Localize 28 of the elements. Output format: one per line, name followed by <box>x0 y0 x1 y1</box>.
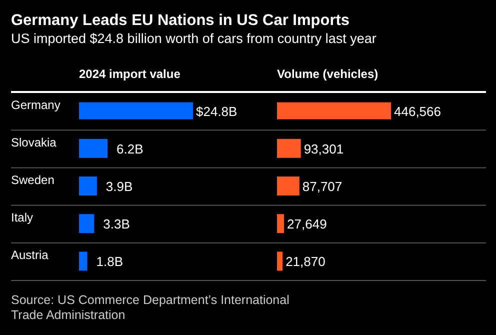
bar <box>277 176 300 196</box>
y-tick-label: Slovakia <box>11 135 57 150</box>
y-tick-label: Sweden <box>11 173 54 187</box>
x-axis-title: Volume (vehicles) <box>277 67 378 81</box>
bar <box>79 214 94 234</box>
bar <box>79 138 108 158</box>
x-axis-title: 2024 import value <box>79 67 181 81</box>
y-tick-label: Germany <box>11 98 60 112</box>
y-tick-label: Italy <box>11 210 34 225</box>
source-note: Source: US Commerce Department’s International Trade Administration <box>11 293 290 322</box>
data-label: 3.9B <box>106 179 133 194</box>
bar <box>277 214 284 234</box>
data-label: 87,707 <box>302 179 342 194</box>
data-label: 1.8B <box>96 254 124 270</box>
bar <box>79 176 97 196</box>
data-label: 21,870 <box>286 254 326 270</box>
bar <box>79 252 88 271</box>
bar <box>277 252 283 271</box>
data-label: 3.3B <box>103 216 130 232</box>
y-tick-label: Austria <box>11 248 49 262</box>
data-label: 27,649 <box>287 216 327 232</box>
data-label: $24.8B <box>196 104 238 119</box>
data-label: 6.2B <box>116 141 144 156</box>
chart-subtitle: US imported $24.8 billion worth of cars from country last year <box>11 31 377 46</box>
chart-title: Germany Leads EU Nations in US Car Imports <box>11 12 350 29</box>
data-label: 446,566 <box>394 104 441 119</box>
data-label: 93,301 <box>304 141 344 156</box>
bar <box>277 138 301 158</box>
